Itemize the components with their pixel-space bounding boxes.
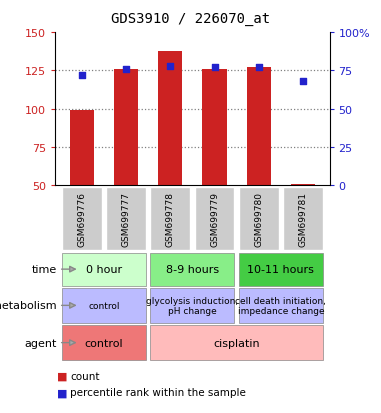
Text: GSM699776: GSM699776 [77,192,86,246]
Point [211,65,218,71]
Bar [202,70,227,186]
Text: control: control [88,301,120,310]
Text: metabolism: metabolism [0,301,56,311]
Bar [150,253,234,286]
Bar [247,68,271,186]
Text: GSM699778: GSM699778 [166,192,175,246]
Point [123,66,129,73]
Text: cisplatin: cisplatin [213,338,260,348]
Text: control: control [85,338,123,348]
Bar [106,187,146,251]
Point [79,73,85,79]
Text: 8-9 hours: 8-9 hours [166,264,219,275]
Bar [70,111,94,186]
Text: ■: ■ [57,387,68,397]
Bar [158,51,182,186]
Point [256,65,262,71]
Text: GDS3910 / 226070_at: GDS3910 / 226070_at [111,12,270,26]
Bar [150,325,323,360]
Text: agent: agent [24,338,56,348]
Bar [195,187,234,251]
Bar [62,288,146,323]
Text: ■: ■ [57,371,68,381]
Text: 0 hour: 0 hour [86,264,122,275]
Bar [239,288,323,323]
Bar [62,253,146,286]
Point [300,78,306,85]
Text: percentile rank within the sample: percentile rank within the sample [70,387,247,397]
Text: time: time [31,264,56,275]
Bar [283,187,323,251]
Point [167,63,173,70]
Text: 10-11 hours: 10-11 hours [247,264,314,275]
Text: GSM699780: GSM699780 [254,192,263,246]
Text: glycolysis induction,
pH change: glycolysis induction, pH change [146,296,239,315]
Bar [62,325,146,360]
Text: count: count [70,371,100,381]
Text: GSM699777: GSM699777 [122,192,131,246]
Bar [62,187,102,251]
Text: GSM699779: GSM699779 [210,192,219,246]
Text: GSM699781: GSM699781 [299,192,307,246]
Bar [291,184,315,186]
Bar [239,253,323,286]
Bar [239,187,279,251]
Bar [114,70,138,186]
Text: cell death initiation,
impedance change: cell death initiation, impedance change [235,296,327,315]
Bar [150,187,190,251]
Bar [150,288,234,323]
